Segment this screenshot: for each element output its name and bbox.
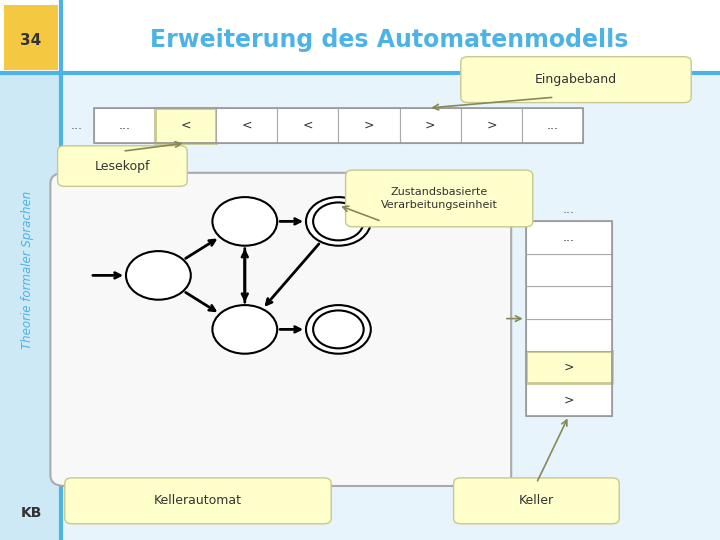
FancyBboxPatch shape bbox=[526, 286, 612, 319]
Text: Erweiterung des Automatenmodells: Erweiterung des Automatenmodells bbox=[150, 29, 628, 52]
FancyBboxPatch shape bbox=[216, 108, 277, 143]
Text: <: < bbox=[302, 119, 313, 132]
Text: >: > bbox=[486, 119, 497, 132]
Text: >: > bbox=[564, 393, 574, 406]
FancyBboxPatch shape bbox=[526, 221, 612, 254]
Circle shape bbox=[306, 197, 371, 246]
Circle shape bbox=[126, 251, 191, 300]
Text: KB: KB bbox=[20, 506, 42, 520]
FancyBboxPatch shape bbox=[0, 0, 720, 73]
Text: <: < bbox=[241, 119, 252, 132]
Text: ...: ... bbox=[118, 119, 130, 132]
Circle shape bbox=[212, 197, 277, 246]
Text: Theorie formaler Sprachen: Theorie formaler Sprachen bbox=[21, 191, 34, 349]
FancyBboxPatch shape bbox=[0, 0, 61, 540]
FancyBboxPatch shape bbox=[526, 351, 612, 383]
FancyBboxPatch shape bbox=[526, 383, 612, 416]
FancyBboxPatch shape bbox=[58, 146, 187, 186]
FancyBboxPatch shape bbox=[277, 108, 338, 143]
FancyBboxPatch shape bbox=[155, 108, 216, 143]
Circle shape bbox=[306, 305, 371, 354]
Text: >: > bbox=[425, 119, 436, 132]
Text: 34: 34 bbox=[20, 33, 42, 48]
FancyBboxPatch shape bbox=[454, 478, 619, 524]
FancyBboxPatch shape bbox=[522, 108, 583, 143]
Text: >: > bbox=[364, 119, 374, 132]
FancyBboxPatch shape bbox=[65, 478, 331, 524]
FancyBboxPatch shape bbox=[526, 319, 612, 351]
Text: ...: ... bbox=[546, 119, 559, 132]
Text: <: < bbox=[180, 119, 191, 132]
Circle shape bbox=[212, 305, 277, 354]
FancyBboxPatch shape bbox=[461, 108, 522, 143]
Text: ...: ... bbox=[563, 203, 575, 216]
Text: ...: ... bbox=[71, 119, 83, 132]
FancyBboxPatch shape bbox=[526, 254, 612, 286]
Text: Keller: Keller bbox=[519, 494, 554, 508]
FancyBboxPatch shape bbox=[338, 108, 400, 143]
Text: Lesekopf: Lesekopf bbox=[94, 159, 150, 173]
Text: Eingabeband: Eingabeband bbox=[535, 73, 617, 86]
FancyBboxPatch shape bbox=[50, 173, 511, 486]
FancyBboxPatch shape bbox=[400, 108, 461, 143]
Text: ...: ... bbox=[563, 231, 575, 244]
FancyBboxPatch shape bbox=[4, 5, 58, 70]
Text: Kellerautomat: Kellerautomat bbox=[154, 494, 242, 508]
FancyBboxPatch shape bbox=[461, 57, 691, 103]
FancyBboxPatch shape bbox=[94, 108, 155, 143]
Text: Zustandsbasierte
Verarbeitungseinheit: Zustandsbasierte Verarbeitungseinheit bbox=[381, 187, 498, 210]
FancyBboxPatch shape bbox=[346, 170, 533, 227]
Text: >: > bbox=[564, 361, 574, 374]
